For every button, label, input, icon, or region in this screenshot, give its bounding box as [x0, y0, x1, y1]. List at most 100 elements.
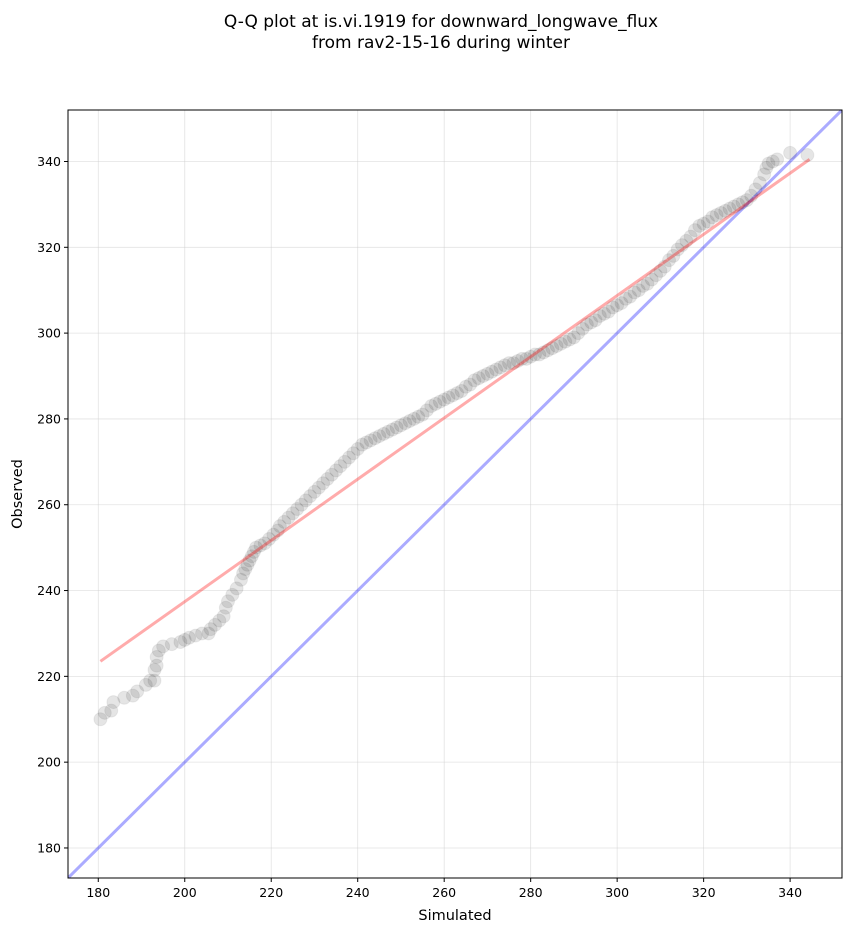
- data-point: [536, 345, 551, 360]
- data-point: [463, 377, 478, 392]
- identity-line: [68, 110, 842, 878]
- data-point: [173, 635, 188, 650]
- data-point: [519, 351, 534, 366]
- y-axis-label: Observed: [10, 459, 26, 529]
- data-point: [419, 403, 434, 418]
- data-point: [216, 609, 231, 624]
- data-point: [614, 296, 629, 311]
- data-point: [272, 519, 287, 534]
- data-point: [683, 229, 698, 244]
- data-point: [575, 321, 590, 336]
- data-point: [277, 514, 292, 529]
- data-point: [627, 285, 642, 300]
- data-point: [324, 467, 339, 482]
- x-tick-label: 180: [86, 885, 110, 900]
- data-point: [553, 336, 568, 351]
- data-point: [545, 341, 560, 356]
- plot-area-frame: [67, 109, 843, 879]
- data-point: [188, 628, 203, 643]
- data-point: [540, 343, 555, 358]
- x-tick-label: 200: [173, 885, 197, 900]
- data-point: [562, 332, 577, 347]
- grid: [68, 110, 842, 878]
- y-tick-label: 180: [37, 840, 61, 855]
- data-point: [125, 688, 140, 703]
- data-point: [333, 459, 348, 474]
- x-tick-label: 220: [259, 885, 283, 900]
- data-point: [649, 268, 664, 283]
- y-axis-ticks: 180 200 220 240 260 280 300 320 340: [37, 154, 68, 855]
- data-point: [692, 218, 707, 233]
- data-point: [450, 386, 465, 401]
- data-point: [424, 399, 439, 414]
- data-point: [97, 705, 112, 720]
- data-point: [149, 658, 164, 673]
- x-tick-label: 240: [346, 885, 370, 900]
- data-point: [532, 347, 547, 362]
- data-points: [93, 145, 815, 727]
- data-point: [262, 532, 277, 547]
- data-point: [402, 414, 417, 429]
- data-point: [759, 160, 774, 175]
- data-point: [666, 248, 681, 263]
- data-point: [411, 409, 426, 424]
- data-point: [653, 263, 668, 278]
- data-point: [605, 300, 620, 315]
- data-point: [368, 431, 383, 446]
- data-point: [130, 684, 145, 699]
- data-point: [588, 313, 603, 328]
- data-point: [454, 384, 469, 399]
- data-point: [212, 613, 227, 628]
- data-point: [393, 418, 408, 433]
- data-point: [657, 259, 672, 274]
- data-point: [523, 349, 538, 364]
- data-point: [177, 632, 192, 647]
- y-tick-label: 240: [37, 583, 61, 598]
- x-tick-label: 320: [692, 885, 716, 900]
- data-point: [549, 338, 564, 353]
- data-point: [592, 308, 607, 323]
- data-point: [376, 426, 391, 441]
- data-point: [104, 703, 119, 718]
- data-point: [700, 214, 715, 229]
- data-point: [731, 197, 746, 212]
- data-point: [406, 411, 421, 426]
- data-point: [298, 493, 313, 508]
- data-point: [709, 208, 724, 223]
- data-point: [307, 484, 322, 499]
- data-point: [329, 463, 344, 478]
- data-point: [783, 145, 798, 160]
- data-point: [566, 330, 581, 345]
- data-point: [484, 364, 499, 379]
- data-point: [601, 304, 616, 319]
- data-point: [471, 371, 486, 386]
- data-point: [493, 360, 508, 375]
- data-point: [266, 527, 281, 542]
- data-point: [143, 673, 158, 688]
- data-point: [579, 317, 594, 332]
- data-point: [249, 540, 264, 555]
- data-point: [679, 233, 694, 248]
- data-point: [726, 199, 741, 214]
- data-point: [257, 536, 272, 551]
- data-point: [201, 626, 216, 641]
- data-point: [225, 587, 240, 602]
- y-tick-label: 260: [37, 497, 61, 512]
- data-point: [389, 420, 404, 435]
- data-point: [441, 390, 456, 405]
- data-point: [303, 489, 318, 504]
- data-point: [705, 210, 720, 225]
- data-point: [242, 553, 257, 568]
- data-point: [346, 446, 361, 461]
- chart-title-line-2: from rav2-15-16 during winter: [312, 33, 570, 53]
- data-point: [670, 242, 685, 257]
- data-point: [761, 156, 776, 171]
- data-point: [117, 690, 132, 705]
- data-point: [294, 497, 309, 512]
- data-point: [281, 510, 296, 525]
- x-tick-label: 340: [778, 885, 802, 900]
- data-point: [164, 637, 179, 652]
- data-point: [744, 188, 759, 203]
